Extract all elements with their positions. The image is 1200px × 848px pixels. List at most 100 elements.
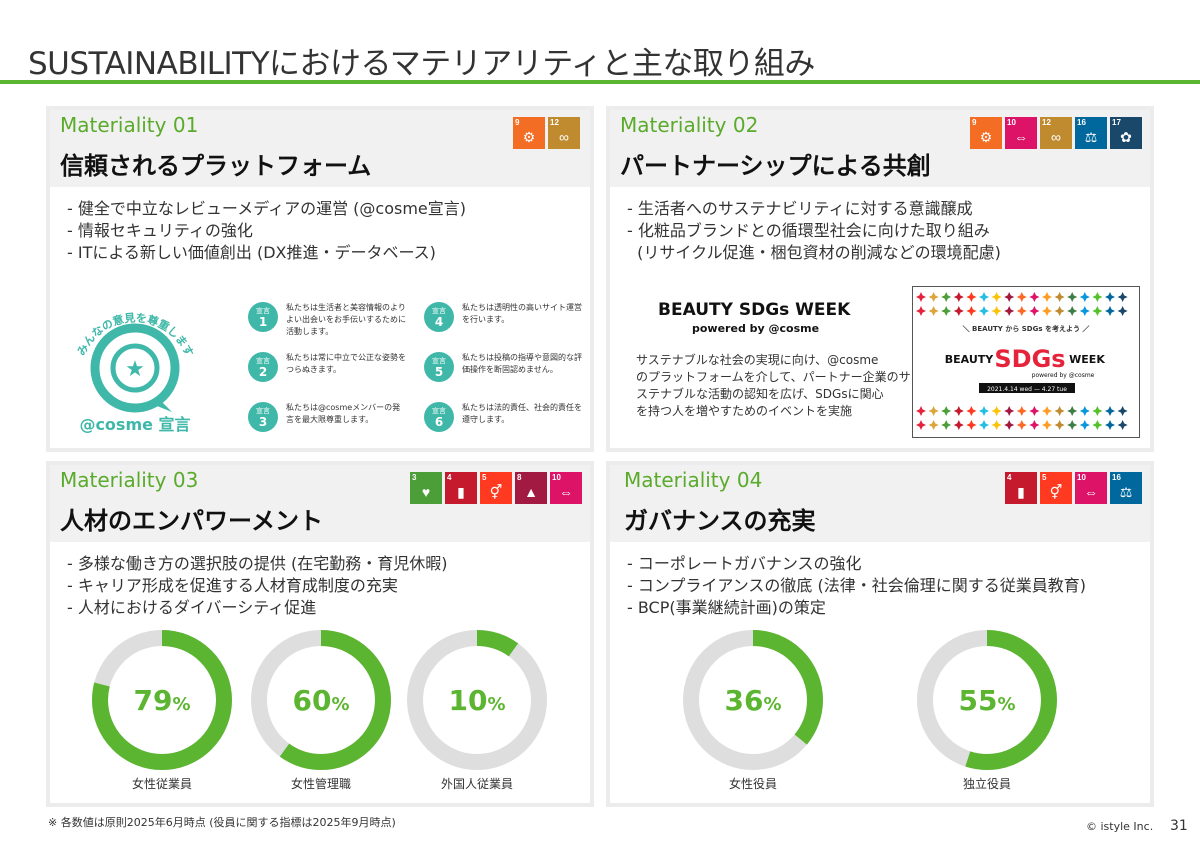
sparkle-icon	[928, 420, 939, 430]
donut-chart-female-employees: 79% 女性従業員	[91, 629, 233, 792]
declaration-number-badge: 宣言 1	[248, 302, 278, 332]
sparkle-icon	[953, 406, 964, 416]
sparkle-icon	[966, 292, 977, 302]
svg-text:★: ★	[125, 357, 145, 382]
sparkle-icon	[916, 420, 926, 430]
bullet-item: (リサイクル促進・梱包資材の削減などの環境配慮)	[627, 243, 1001, 262]
sparkle-icon	[928, 292, 939, 302]
sparkle-icon	[1054, 420, 1065, 430]
footnote: ※ 各数値は原則2025年6月時点 (役員に関する指標は2025年9月時点)	[48, 816, 396, 829]
materiality-card-01: Materiality 01 信頼されるプラットフォーム 9 ⚙ 12 ∞ - 健全で…	[46, 106, 594, 452]
banner-word-week: WEEK	[1069, 353, 1105, 366]
sdg-goal-16-icon: 16 ⚖	[1110, 472, 1142, 504]
sparkle-row-bottom	[916, 406, 1128, 430]
donut-chart-foreign-employees: 10% 外国人従業員	[406, 629, 548, 792]
event-description: サステナブルな社会の実現に向け、@cosme のプラットフォームを介して、パート…	[636, 353, 911, 418]
declaration-item: 宣言 4 私たちは透明性の高いサイト運営を行います。	[424, 302, 582, 332]
sparkle-icon	[1042, 292, 1052, 302]
sdg-number: 10	[552, 473, 561, 482]
donut-value-arc	[407, 630, 547, 770]
equality-icon: ⇔	[559, 484, 573, 500]
sparkle-icon	[1079, 406, 1090, 416]
sparkle-icon	[1067, 406, 1078, 416]
sdg-number: 8	[517, 473, 522, 482]
sparkle-icon	[953, 306, 964, 316]
svg-text:みんなの意見を尊重します: みんなの意見を尊重します	[75, 311, 196, 358]
sparkle-icon	[916, 406, 926, 416]
declaration-number-badge: 宣言 3	[248, 402, 278, 432]
sdg-icons: 9 ⚙ 12 ∞	[513, 117, 580, 149]
sparkle-icon	[1016, 306, 1027, 316]
banner-powered: powered by @cosme	[1032, 372, 1095, 379]
declaration-text: 私たちは法的責任、社会的責任を遵守します。	[462, 403, 582, 424]
sdg-number: 17	[1112, 118, 1121, 127]
sdg-goal-3-icon: 3 ♥	[410, 472, 442, 504]
sparkle-icon	[1004, 306, 1015, 316]
declaration-text: 私たちは投稿の指導や意図的な評価操作を断固認めません。	[462, 353, 582, 374]
donut-value-arc	[92, 630, 232, 770]
sparkle-icon	[1079, 292, 1090, 302]
bullet-item: - 生活者へのサステナビリティに対する意識醸成	[627, 199, 973, 218]
donut-value-label: 55%	[958, 684, 1015, 717]
sparkle-icon	[953, 292, 964, 302]
bullet-list: - 多様な働き方の選択肢の提供 (在宅勤務・育児休暇) - キャリア形成を促進す…	[67, 553, 447, 619]
sparkle-icon	[1092, 406, 1103, 416]
sdg-number: 4	[1007, 473, 1012, 482]
event-powered-by: powered by @cosme	[692, 322, 820, 335]
donut-caption: 女性役員	[728, 777, 777, 791]
declaration-number-badge: 宣言 5	[424, 352, 454, 382]
sparkle-icon	[979, 420, 989, 430]
badge-arc-text: みんなの意見を尊重します	[75, 311, 196, 358]
sparkle-icon	[1105, 292, 1115, 302]
sparkle-icon	[1117, 306, 1128, 316]
sparkle-icon	[1054, 292, 1065, 302]
sdg-number: 3	[412, 473, 417, 482]
donut-svg: 36%	[683, 630, 823, 770]
bullet-item: - 健全で中立なレビューメディアの運営 (@cosme宣言)	[67, 199, 467, 218]
sparkle-icon	[1016, 406, 1027, 416]
donut-value-arc	[251, 630, 391, 770]
sparkle-icon	[1117, 420, 1128, 430]
sparkle-icon	[1092, 420, 1103, 430]
flower-icon: ✿	[1120, 129, 1132, 145]
sparkle-icon	[1092, 306, 1103, 316]
donut-svg: 55%	[917, 630, 1057, 770]
donut-value-arc	[683, 630, 823, 770]
sparkle-icon	[941, 406, 952, 416]
declaration-item: 宣言 5 私たちは投稿の指導や意図的な評価操作を断固認めません。	[424, 352, 582, 382]
donut-chart-female-managers: 60% 女性管理職	[250, 629, 392, 792]
materiality-card-03: Materiality 03 人材のエンパワーメント 3 ♥ 4 ▮ 5 ⚥ 8 ▲ 10 ⇔ -…	[46, 461, 594, 807]
banner-word-sdgs: SDGs	[994, 345, 1065, 373]
book-icon: ▮	[1017, 484, 1025, 500]
sparkle-icon	[1029, 292, 1040, 302]
title-rule	[0, 80, 1200, 84]
sdg-goal-12-icon: 12 ∞	[548, 117, 580, 149]
sparkle-icon	[991, 292, 1002, 302]
declaration-item: 宣言 2 私たちは常に中立で公正な姿勢をつらぬきます。	[248, 352, 406, 382]
bullet-item: - 多様な働き方の選択肢の提供 (在宅勤務・育児休暇)	[67, 554, 448, 573]
sparkle-icon	[1004, 420, 1015, 430]
sparkle-icon	[991, 306, 1002, 316]
bullet-item: - 化粧品ブランドとの循環型社会に向けた取り組み	[627, 221, 990, 240]
sdg-goal-8-icon: 8 ▲	[515, 472, 547, 504]
badge-name: @cosme 宣言	[79, 415, 190, 434]
sparkle-icon	[1029, 306, 1040, 316]
sparkle-icon	[928, 306, 939, 316]
cosme-declaration-badge: みんなの意見を尊重します ★ @cosme 宣言	[60, 300, 210, 440]
bullet-list: - 健全で中立なレビューメディアの運営 (@cosme宣言) - 情報セキュリテ…	[67, 198, 466, 264]
sdg-number: 10	[1077, 473, 1086, 482]
sdg-number: 16	[1077, 118, 1086, 127]
sparkle-icon	[1117, 406, 1128, 416]
sparkle-icon	[979, 306, 989, 316]
sparkle-icon	[1004, 406, 1015, 416]
sdg-number: 12	[1042, 118, 1051, 127]
sparkle-icon	[916, 306, 926, 316]
sparkle-icon	[1016, 420, 1027, 430]
sdg-number: 12	[550, 118, 559, 127]
sparkle-icon	[1004, 292, 1015, 302]
donut-value-label: 79%	[133, 684, 190, 717]
sdg-number: 9	[515, 118, 520, 127]
infinity-icon: ∞	[559, 129, 569, 145]
sparkle-icon	[1092, 292, 1103, 302]
speech-bubble-icon: みんなの意見を尊重します ★ @cosme 宣言	[75, 311, 196, 434]
